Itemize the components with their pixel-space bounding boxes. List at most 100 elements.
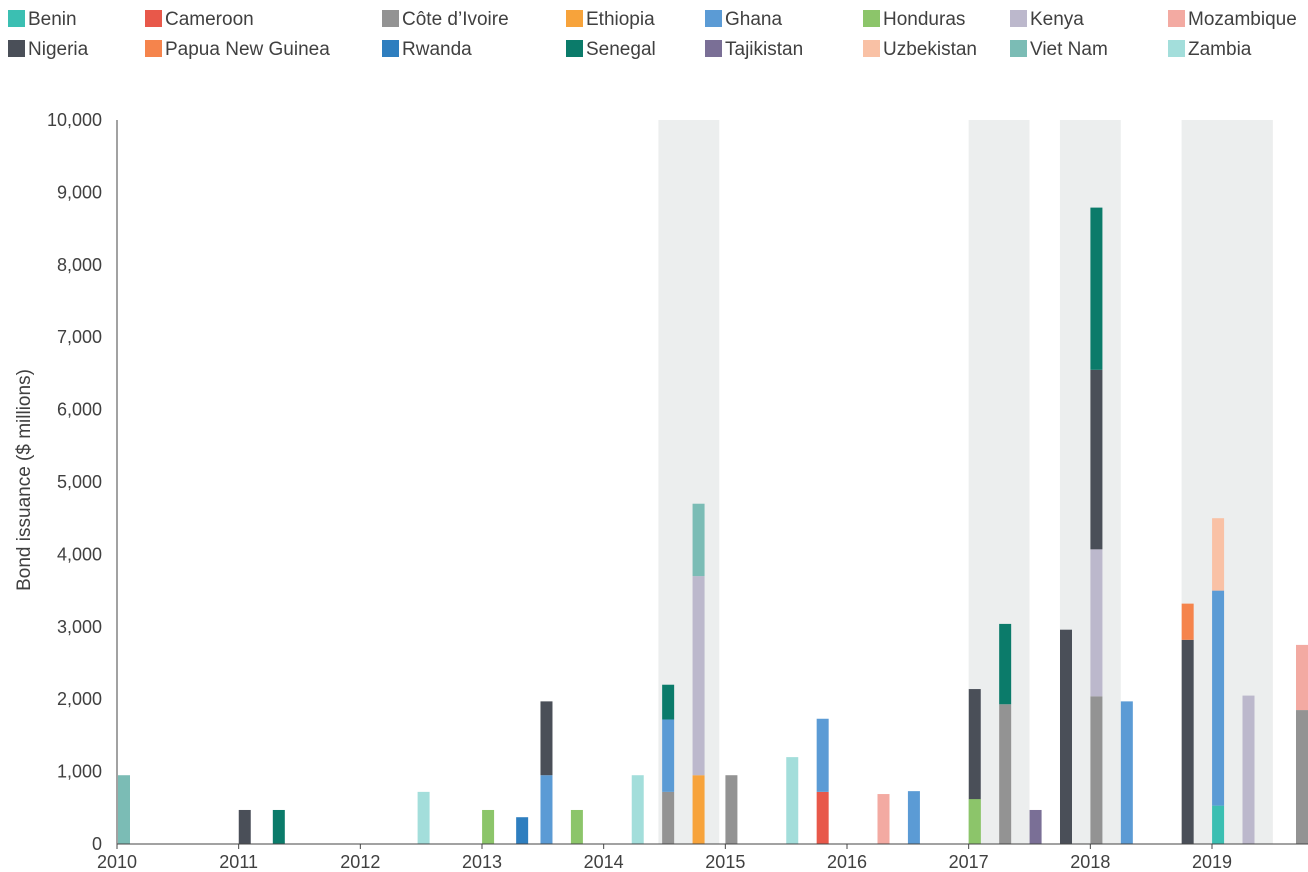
bar-segment-ghana-14 — [816, 718, 829, 792]
y-tick-label: 2,000 — [57, 689, 102, 709]
bar-segment-nigeria-18 — [968, 689, 981, 800]
bar-segment-nigeria-22 — [1090, 369, 1103, 550]
bar-segment-zambia-9 — [631, 775, 644, 844]
legend-swatch-cameroon — [145, 10, 162, 27]
legend: Benin Cameroon Côte d’Ivoire Ethiopia Ghana H… — [8, 9, 1297, 60]
bar-segment-honduras-18 — [968, 799, 981, 844]
bar-segment-tajikistan-20 — [1029, 809, 1042, 844]
legend-label-honduras: Honduras — [883, 9, 965, 30]
bar-segment-viet-nam-1 — [118, 775, 130, 844]
legend-label-cote-d-ivoire: Côte d’Ivoire — [402, 9, 509, 30]
bar-segment-mozambique-15 — [877, 794, 890, 844]
bar-segment-ethiopia-11 — [692, 775, 705, 844]
x-tick-label: 2013 — [462, 852, 502, 872]
bar-segment-kenya-22 — [1090, 549, 1103, 697]
bar-segment-honduras-5 — [482, 809, 495, 844]
bar-segment-ghana-23 — [1120, 701, 1133, 844]
bar-segment-cote-d-ivoire-27 — [1296, 710, 1308, 844]
bar-segment-ghana-16 — [907, 791, 920, 844]
legend-label-senegal: Senegal — [586, 39, 656, 60]
legend-swatch-benin — [8, 10, 25, 27]
y-tick-label: 8,000 — [57, 255, 102, 275]
legend-swatch-viet-nam — [1010, 40, 1027, 57]
bar-segment-kenya-26 — [1242, 695, 1255, 844]
y-tick-label: 4,000 — [57, 544, 102, 564]
bar-segment-cote-d-ivoire-12 — [725, 775, 738, 844]
y-tick-label: 0 — [92, 834, 102, 854]
legend-label-rwanda: Rwanda — [402, 39, 472, 60]
y-tick-label: 3,000 — [57, 617, 102, 637]
y-tick-label: 5,000 — [57, 472, 102, 492]
legend-swatch-cote-d-ivoire — [382, 10, 399, 27]
shaded-period-4 — [1181, 120, 1273, 844]
x-tick-label: 2019 — [1192, 852, 1232, 872]
legend-label-papua-new-guinea: Papua New Guinea — [165, 39, 330, 60]
legend-swatch-senegal — [566, 40, 583, 57]
bar-segment-zambia-4 — [417, 791, 430, 844]
legend-label-kenya: Kenya — [1030, 9, 1084, 30]
legend-label-ethiopia: Ethiopia — [586, 9, 655, 30]
legend-label-uzbekistan: Uzbekistan — [883, 39, 977, 60]
x-tick-label: 2015 — [705, 852, 745, 872]
bar-segment-nigeria-7 — [540, 701, 553, 776]
x-tick-label: 2010 — [97, 852, 137, 872]
bar-segment-viet-nam-11 — [692, 503, 705, 577]
y-tick-label: 9,000 — [57, 182, 102, 202]
bar-segment-benin-25 — [1212, 805, 1225, 844]
legend-swatch-kenya — [1010, 10, 1027, 27]
bar-segment-ghana-25 — [1212, 590, 1225, 806]
bar-segment-cote-d-ivoire-19 — [999, 704, 1012, 844]
bar-segment-senegal-22 — [1090, 207, 1103, 370]
legend-swatch-mozambique — [1168, 10, 1185, 27]
bar-segment-nigeria-24 — [1181, 639, 1194, 844]
legend-swatch-papua-new-guinea — [145, 40, 162, 57]
axes: 0 1,000 2,000 3,000 4,000 5,000 6,000 7,000 8,00… — [47, 110, 1308, 872]
x-tick-label: 2011 — [219, 852, 258, 872]
bars — [118, 207, 1308, 844]
bar-segment-cote-d-ivoire-22 — [1090, 696, 1103, 844]
y-tick-label: 10,000 — [47, 110, 102, 130]
bar-segment-honduras-8 — [570, 809, 583, 844]
bar-segment-uzbekistan-25 — [1212, 518, 1225, 591]
legend-swatch-tajikistan — [705, 40, 722, 57]
bar-segment-mozambique-27 — [1296, 644, 1308, 711]
bar-segment-senegal-19 — [999, 623, 1012, 705]
x-tick-label: 2014 — [584, 852, 624, 872]
bar-segment-ghana-7 — [540, 775, 553, 844]
legend-swatch-nigeria — [8, 40, 25, 57]
legend-label-nigeria: Nigeria — [28, 39, 89, 60]
legend-label-cameroon: Cameroon — [165, 9, 254, 30]
bar-segment-rwanda-6 — [516, 817, 529, 844]
bar-segment-cote-d-ivoire-10 — [662, 791, 675, 844]
bar-segment-nigeria-21 — [1060, 629, 1072, 844]
legend-label-tajikistan: Tajikistan — [725, 39, 803, 60]
y-tick-label: 1,000 — [57, 762, 102, 782]
legend-swatch-honduras — [863, 10, 880, 27]
x-tick-label: 2017 — [949, 852, 989, 872]
legend-swatch-ethiopia — [566, 10, 583, 27]
legend-label-ghana: Ghana — [725, 9, 782, 30]
legend-swatch-ghana — [705, 10, 722, 27]
legend-swatch-rwanda — [382, 40, 399, 57]
legend-label-mozambique: Mozambique — [1188, 9, 1297, 30]
legend-swatch-zambia — [1168, 40, 1185, 57]
bar-segment-cameroon-14 — [816, 791, 829, 844]
legend-label-zambia: Zambia — [1188, 39, 1252, 60]
bar-segment-ghana-10 — [662, 719, 675, 792]
legend-label-viet-nam: Viet Nam — [1030, 39, 1108, 60]
legend-swatch-uzbekistan — [863, 40, 880, 57]
x-tick-label: 2016 — [827, 852, 867, 872]
y-tick-label: 7,000 — [57, 327, 102, 347]
legend-label-benin: Benin — [28, 9, 77, 30]
bar-segment-kenya-11 — [692, 576, 705, 776]
bar-segment-nigeria-2 — [238, 809, 251, 844]
y-axis-title: Bond issuance ($ millions) — [14, 369, 35, 591]
y-tick-label: 6,000 — [57, 400, 102, 420]
x-tick-label: 2018 — [1070, 852, 1110, 872]
shaded-periods — [658, 120, 1273, 844]
bar-segment-papua-new-guinea-24 — [1181, 603, 1194, 640]
x-tick-label: 2012 — [340, 852, 380, 872]
bar-segment-zambia-13 — [786, 757, 799, 844]
bar-segment-senegal-3 — [272, 809, 285, 844]
